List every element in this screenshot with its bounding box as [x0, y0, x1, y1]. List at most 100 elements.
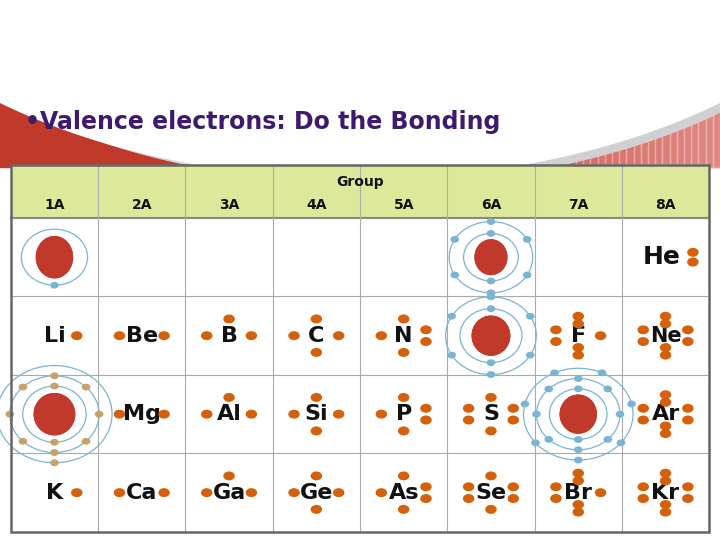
Text: Na: Na [49, 416, 60, 422]
Text: 7A: 7A [568, 198, 588, 212]
Ellipse shape [50, 410, 58, 418]
Circle shape [683, 416, 693, 424]
Ellipse shape [42, 402, 66, 427]
Bar [482, 0, 490, 167]
Circle shape [660, 501, 670, 508]
Circle shape [487, 294, 495, 300]
Bar [583, 0, 590, 167]
Bar [11, 165, 709, 532]
Bar [324, 0, 331, 167]
Circle shape [551, 326, 561, 334]
Circle shape [451, 272, 459, 278]
Circle shape [333, 410, 343, 418]
Circle shape [421, 495, 431, 502]
Circle shape [224, 394, 234, 401]
Circle shape [598, 370, 606, 375]
Text: 8A: 8A [655, 198, 676, 212]
Bar [360, 0, 367, 167]
Ellipse shape [46, 406, 63, 422]
Ellipse shape [37, 237, 73, 278]
Ellipse shape [567, 403, 589, 426]
Bar [461, 0, 468, 167]
Bar [310, 0, 317, 167]
Ellipse shape [48, 249, 62, 265]
Text: Si: Si [305, 404, 328, 424]
Circle shape [72, 332, 82, 340]
Text: Cl: Cl [575, 416, 582, 422]
Circle shape [508, 416, 518, 424]
Circle shape [616, 411, 624, 417]
Bar [403, 0, 410, 167]
Text: Mg: Mg [122, 404, 161, 424]
Circle shape [333, 332, 343, 340]
Circle shape [487, 278, 495, 284]
Circle shape [246, 489, 256, 496]
Ellipse shape [44, 245, 66, 269]
Bar [367, 0, 374, 167]
Bar [497, 0, 504, 167]
Circle shape [159, 410, 169, 418]
Circle shape [159, 332, 169, 340]
Circle shape [604, 386, 611, 391]
Circle shape [638, 483, 648, 490]
Bar [331, 0, 338, 167]
Text: O: O [488, 259, 494, 265]
Bar [605, 0, 612, 167]
Circle shape [573, 352, 583, 359]
Circle shape [19, 438, 27, 444]
Ellipse shape [45, 247, 55, 255]
Bar [634, 0, 641, 167]
Ellipse shape [475, 240, 507, 274]
Bar [706, 0, 713, 167]
Circle shape [72, 489, 82, 496]
Circle shape [202, 489, 212, 496]
Circle shape [464, 416, 474, 424]
Text: Se: Se [475, 483, 506, 503]
Text: O: O [488, 338, 494, 343]
Text: +: + [487, 250, 495, 259]
Circle shape [289, 489, 299, 496]
Ellipse shape [482, 247, 500, 267]
Bar [11, 218, 709, 532]
Ellipse shape [478, 244, 503, 271]
Bar [626, 0, 634, 167]
Bar [641, 0, 648, 167]
Bar [11, 165, 709, 218]
Circle shape [6, 411, 14, 417]
Bar [684, 0, 691, 167]
Text: F: F [571, 326, 586, 346]
Circle shape [523, 272, 531, 278]
Bar [410, 0, 418, 167]
Bar [454, 0, 461, 167]
Circle shape [573, 344, 583, 352]
Text: He: He [643, 245, 681, 269]
Circle shape [96, 411, 103, 417]
Bar [302, 0, 310, 167]
Circle shape [114, 489, 125, 496]
Circle shape [333, 489, 343, 496]
Ellipse shape [476, 320, 506, 351]
Circle shape [573, 320, 583, 328]
Circle shape [683, 404, 693, 412]
Ellipse shape [472, 316, 510, 355]
Circle shape [532, 440, 539, 445]
Circle shape [421, 483, 431, 490]
Circle shape [202, 410, 212, 418]
Circle shape [660, 320, 670, 328]
Circle shape [399, 315, 409, 323]
Circle shape [551, 370, 558, 375]
Circle shape [82, 438, 89, 444]
Circle shape [683, 495, 693, 502]
Polygon shape [0, 0, 720, 166]
Bar [511, 0, 518, 167]
Circle shape [486, 394, 496, 401]
Circle shape [508, 483, 518, 490]
Ellipse shape [487, 254, 494, 261]
Circle shape [660, 477, 670, 484]
Text: S: S [483, 404, 499, 424]
Text: +: + [487, 328, 495, 338]
Bar [619, 0, 626, 167]
Text: +: + [51, 249, 58, 259]
Bar [562, 0, 569, 167]
Bar [662, 0, 670, 167]
